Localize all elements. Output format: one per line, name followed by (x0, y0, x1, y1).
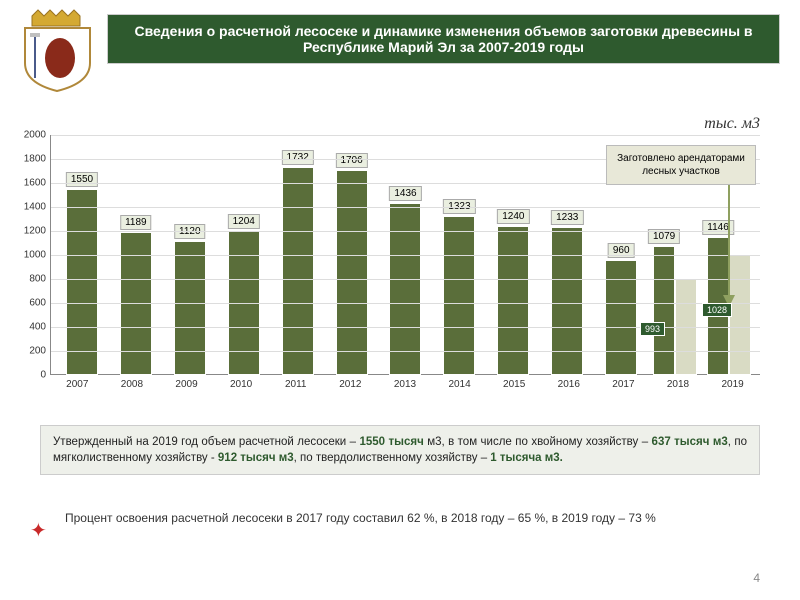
info-bold: 1 тысяча м3. (490, 452, 563, 464)
y-tick: 1400 (24, 202, 46, 213)
bar-primary: 1706 (336, 170, 368, 375)
y-tick: 200 (29, 346, 46, 357)
arrow-icon (728, 183, 730, 298)
bar-value-label: 1706 (335, 153, 367, 168)
x-tick: 2013 (378, 379, 433, 390)
x-tick: 2011 (268, 379, 323, 390)
x-tick: 2010 (214, 379, 269, 390)
bar-value-label: 1189 (120, 215, 152, 230)
y-tick: 1000 (24, 250, 46, 261)
bar-primary: 1240 (497, 226, 529, 375)
x-tick: 2017 (596, 379, 651, 390)
x-tick: 2015 (487, 379, 542, 390)
info-bold: 1550 тысяч (359, 436, 423, 448)
info-text: Утвержденный на 2019 год объем расчетной… (53, 436, 359, 448)
y-tick: 0 (40, 370, 46, 381)
x-tick: 2007 (50, 379, 105, 390)
y-tick: 2000 (24, 130, 46, 141)
secondary-label-2018: 993 (640, 322, 665, 336)
y-tick: 1600 (24, 178, 46, 189)
star-icon: ✦ (30, 518, 47, 543)
bar-value-label: 1550 (66, 172, 98, 187)
page-title: Сведения о расчетной лесосеке и динамике… (107, 14, 780, 64)
x-tick: 2016 (541, 379, 596, 390)
y-tick: 600 (29, 298, 46, 309)
bar-value-label: 1732 (282, 150, 314, 165)
info-bold: 912 тысяч м3 (218, 452, 294, 464)
bar-primary: 1079 (653, 246, 675, 375)
bar-primary: 1732 (282, 167, 314, 375)
y-tick: 400 (29, 322, 46, 333)
bar-value-label: 1240 (497, 209, 529, 224)
bar-primary: 960 (605, 260, 637, 375)
x-tick: 2018 (651, 379, 706, 390)
x-tick: 2009 (159, 379, 214, 390)
x-tick: 2019 (705, 379, 760, 390)
legend: Заготовлено арендаторами лесных участков (606, 145, 756, 185)
bar-value-label: 1233 (551, 210, 583, 225)
info-text: , по твердолиственному хозяйству – (294, 452, 491, 464)
y-tick: 1800 (24, 154, 46, 165)
unit-label: тыс. м3 (704, 115, 760, 133)
page-number: 4 (753, 571, 760, 585)
x-axis: 2007200820092010201120122013201420152016… (50, 379, 760, 390)
info-box: Утвержденный на 2019 год объем расчетной… (40, 425, 760, 475)
x-tick: 2012 (323, 379, 378, 390)
bar-primary: 1120 (174, 241, 206, 375)
info-bold: 637 тысяч м3 (652, 436, 728, 448)
bar-value-label: 1204 (228, 214, 260, 229)
bar-primary: 1233 (551, 227, 583, 375)
footnote: Процент освоения расчетной лесосеки в 20… (65, 510, 760, 527)
bar-value-label: 1436 (389, 186, 421, 201)
secondary-label-2019: 1028 (702, 303, 732, 317)
y-tick: 1200 (24, 226, 46, 237)
bar-chart: Заготовлено арендаторами лесных участков… (50, 135, 760, 400)
y-tick: 800 (29, 274, 46, 285)
coat-of-arms-icon (20, 8, 95, 93)
bar-secondary (729, 255, 751, 375)
bar-primary: 1436 (389, 203, 421, 375)
x-tick: 2014 (432, 379, 487, 390)
info-text: м3, в том числе по хвойному хозяйству – (424, 436, 652, 448)
x-tick: 2008 (105, 379, 160, 390)
y-axis: 0200400600800100012001400160018002000 (10, 135, 50, 375)
bar-primary: 1550 (66, 189, 98, 375)
